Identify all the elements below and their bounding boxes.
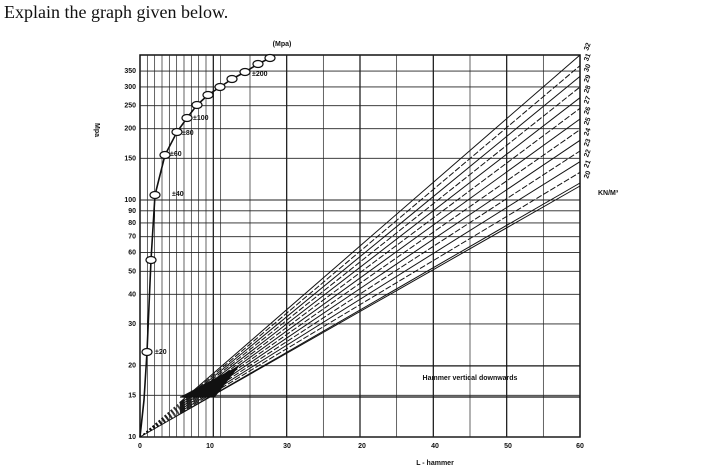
y-tick-label: 50: [128, 268, 136, 275]
density-line: [179, 86, 581, 406]
density-line: [179, 54, 581, 403]
scatter-label: ±100: [193, 115, 209, 122]
density-line: [179, 182, 581, 415]
density-label: 30: [583, 63, 592, 73]
density-label: 25: [583, 117, 592, 127]
curve-point: [226, 74, 238, 84]
density-line-extension: [139, 405, 181, 438]
dense-region: [180, 365, 240, 397]
curve-point: [159, 150, 171, 160]
curve-point: [264, 53, 276, 63]
density-line: [179, 150, 581, 412]
density-line-extension: [139, 408, 181, 438]
density-line-extension: [139, 409, 181, 438]
density-unit: KN/M³: [598, 190, 619, 197]
y-tick-label: 100: [124, 197, 136, 204]
x-tick-label: 40: [431, 443, 439, 450]
density-line: [179, 118, 581, 409]
curve-point: [145, 255, 157, 265]
x-tick-label: 30: [283, 443, 291, 450]
curve-point: [202, 90, 214, 100]
scatter-label: ±80: [182, 130, 194, 137]
density-label: 20: [583, 170, 592, 180]
y-tick-label: 350: [124, 68, 136, 75]
base-line: [139, 185, 581, 438]
y-axis-label: Mpa: [93, 123, 100, 137]
top-unit: (Mpa): [273, 41, 292, 48]
y-tick-label: 80: [128, 220, 136, 227]
density-line: [179, 129, 581, 410]
curve-point: [252, 59, 264, 69]
y-tick-label: 150: [124, 155, 136, 162]
y-tick-label: 90: [128, 208, 136, 215]
x-tick-label: 20: [358, 443, 366, 450]
scatter-label: ±60: [170, 151, 182, 158]
y-tick-label: 20: [128, 363, 136, 370]
density-label: 31: [583, 53, 592, 63]
question: Explain the graph given below.: [4, 2, 229, 22]
curve-point: [214, 82, 226, 92]
density-label: 27: [583, 95, 592, 105]
y-tick-label: 200: [124, 126, 136, 133]
density-line-extension: [139, 402, 181, 438]
x-tick-label: 10: [206, 443, 214, 450]
density-label: 22: [583, 149, 592, 159]
scatter-label: ±200: [252, 71, 268, 78]
x-tick-label: 0: [138, 443, 142, 450]
y-tick-label: 10: [128, 434, 136, 441]
curve-point: [191, 100, 203, 110]
density-line-extension: [139, 403, 181, 438]
scatter-label: ±40: [172, 191, 184, 198]
y-tick-label: 30: [128, 321, 136, 328]
density-label: 29: [583, 74, 592, 84]
density-line-extension: [139, 407, 181, 438]
y-tick-label: 60: [128, 250, 136, 257]
density-line-extension: [139, 403, 181, 438]
density-label: 28: [583, 85, 592, 95]
x-tick-label: 60: [576, 443, 584, 450]
y-tick-label: 70: [128, 234, 136, 241]
density-label: 21: [583, 159, 592, 169]
density-line: [179, 139, 581, 411]
density-line: [179, 171, 581, 414]
y-tick-label: 300: [124, 84, 136, 91]
density-line-extension: [139, 406, 181, 438]
curve-point: [141, 347, 153, 357]
density-label: 32: [583, 42, 592, 52]
density-line: [179, 75, 581, 405]
density-line: [179, 97, 581, 407]
density-label: 23: [583, 138, 592, 148]
y-tick-label: 15: [128, 392, 136, 399]
density-label: 26: [583, 106, 592, 116]
curve-point: [149, 190, 161, 200]
curve-point: [239, 67, 251, 77]
x-tick-label: 50: [504, 443, 512, 450]
density-line: [179, 107, 581, 408]
y-tick-label: 250: [124, 103, 136, 110]
curve-point: [181, 113, 193, 123]
density-line-extension: [139, 404, 181, 438]
density-line: [179, 161, 581, 413]
x-axis-label: L - hammer: [416, 460, 454, 467]
curve-point: [171, 127, 183, 137]
scatter-label: ±20: [155, 349, 167, 356]
y-tick-label: 40: [128, 291, 136, 298]
density-label: 24: [583, 127, 592, 137]
density-line: [179, 65, 581, 404]
